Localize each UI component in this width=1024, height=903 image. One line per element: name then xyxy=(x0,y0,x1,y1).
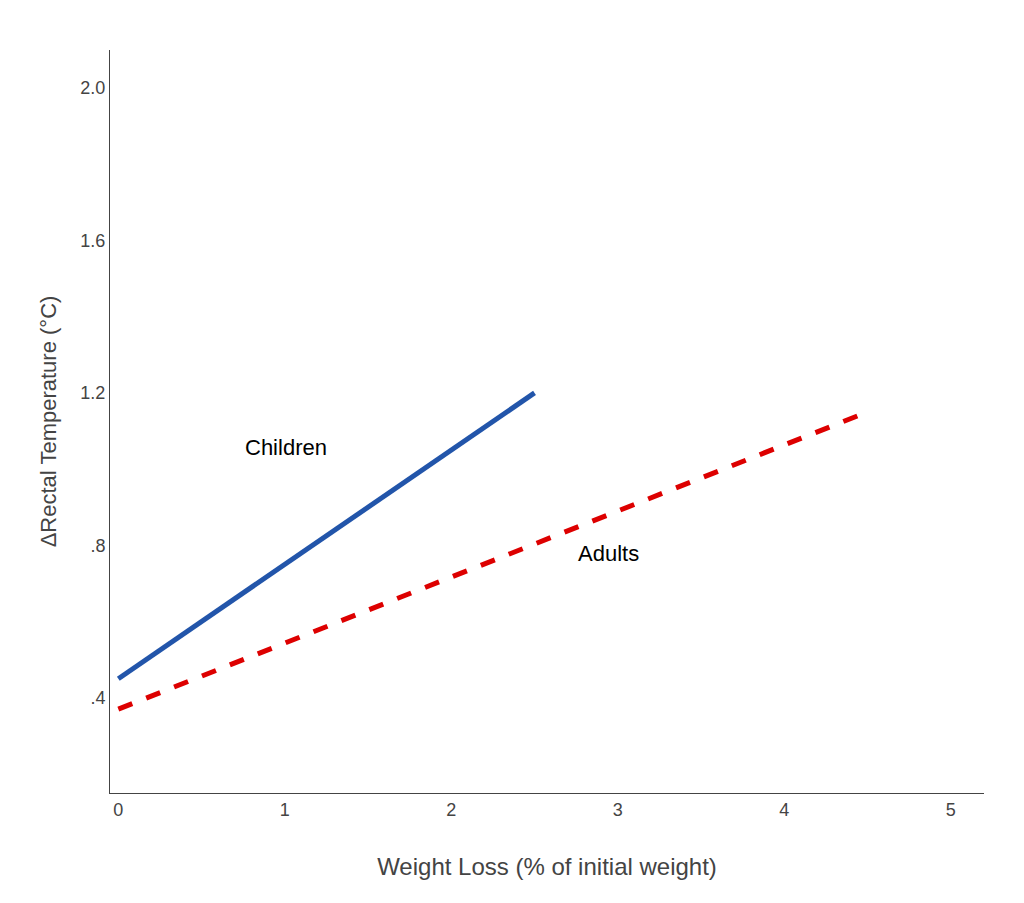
svg-text:1.6: 1.6 xyxy=(80,231,105,251)
svg-text:ΔRectal Temperature (°C): ΔRectal Temperature (°C) xyxy=(36,296,61,548)
svg-text:.8: .8 xyxy=(90,536,105,556)
svg-text:1.2: 1.2 xyxy=(80,383,105,403)
svg-text:5: 5 xyxy=(946,800,956,820)
svg-text:4: 4 xyxy=(779,800,789,820)
svg-text:2.0: 2.0 xyxy=(80,78,105,98)
svg-text:1: 1 xyxy=(280,800,290,820)
svg-text:Children: Children xyxy=(245,435,327,460)
svg-text:.4: .4 xyxy=(90,688,105,708)
svg-text:Weight Loss (% of initial weig: Weight Loss (% of initial weight) xyxy=(377,853,717,880)
svg-text:Adults: Adults xyxy=(578,541,639,566)
svg-text:0: 0 xyxy=(113,800,123,820)
svg-text:3: 3 xyxy=(613,800,623,820)
svg-text:2: 2 xyxy=(446,800,456,820)
